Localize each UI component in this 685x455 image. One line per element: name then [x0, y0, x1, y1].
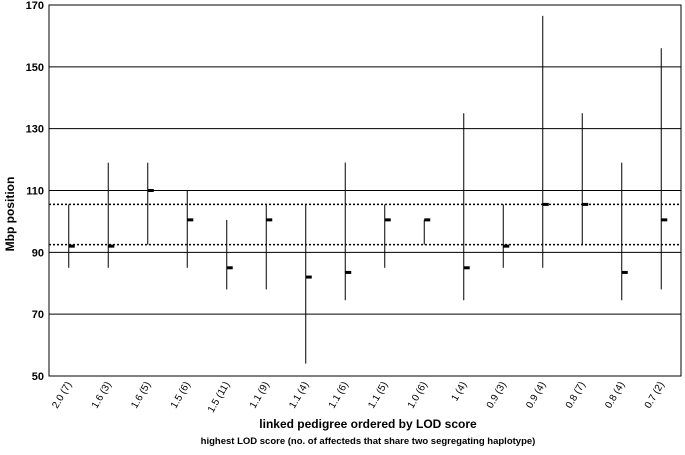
x-tick-label: 1.5 (6) — [169, 380, 193, 411]
x-tick-label: 0.8 (4) — [603, 380, 627, 411]
midpoint-marker — [424, 218, 431, 222]
midpoint-marker — [621, 270, 628, 274]
midpoint-marker — [661, 218, 668, 222]
x-tick-label: 0.9 (3) — [485, 380, 509, 411]
y-tick-label: 90 — [32, 247, 44, 259]
x-tick-label: 1.6 (3) — [90, 380, 114, 411]
midpoint-marker — [226, 266, 233, 270]
x-tick-labels: 2.0 (7) 1.6 (3) 1.6 (5) 1.5 (6) 1.5 (11) 1.1 … — [50, 380, 666, 415]
y-tick-label: 170 — [26, 0, 44, 12]
midpoint-marker — [384, 218, 391, 222]
midpoint-marker — [147, 189, 154, 192]
x-tick-label: 1.6 (5) — [129, 380, 153, 411]
midpoint-marker — [68, 244, 75, 248]
y-tick-label: 110 — [26, 186, 44, 198]
x-axis-subtitle: highest LOD score (no. of affecteds that… — [201, 436, 536, 447]
y-tick-label: 70 — [32, 309, 44, 321]
range-bars — [68, 15, 668, 364]
midpoint-marker — [542, 202, 549, 206]
midpoint-marker — [503, 244, 510, 248]
x-tick-label: 1.1 (4) — [287, 380, 311, 411]
x-tick-label: 0.9 (4) — [524, 380, 548, 411]
y-tick-label: 50 — [32, 371, 44, 383]
grid-lines — [48, 4, 682, 377]
x-tick-label: 1.1 (6) — [327, 380, 351, 411]
midpoint-marker — [305, 275, 312, 279]
midpoint-marker — [463, 266, 470, 270]
x-tick-label: 0.8 (7) — [564, 380, 588, 411]
x-tick-label: 1 (4) — [450, 380, 470, 403]
x-tick-label: 0.7 (2) — [643, 380, 667, 411]
midpoint-marker — [187, 218, 194, 222]
y-tick-label: 150 — [26, 62, 44, 74]
y-tick-labels: 50 70 90 110 130 150 170 — [26, 0, 44, 383]
x-tick-label: 1.5 (11) — [206, 380, 232, 415]
midpoint-marker — [345, 270, 352, 274]
midpoint-marker — [108, 244, 115, 248]
y-tick-label: 130 — [26, 124, 44, 136]
y-axis-title: Mbp position — [3, 177, 17, 252]
reference-lines — [49, 203, 681, 246]
midpoint-marker — [266, 218, 273, 222]
x-axis-title: linked pedigree ordered by LOD score — [259, 417, 477, 431]
x-tick-label: 1.1 (9) — [248, 380, 272, 411]
midpoint-marker — [582, 202, 589, 206]
x-tick-label: 1.0 (6) — [406, 380, 430, 411]
x-tick-label: 1.1 (5) — [366, 380, 390, 411]
x-tick-label: 2.0 (7) — [50, 380, 74, 411]
